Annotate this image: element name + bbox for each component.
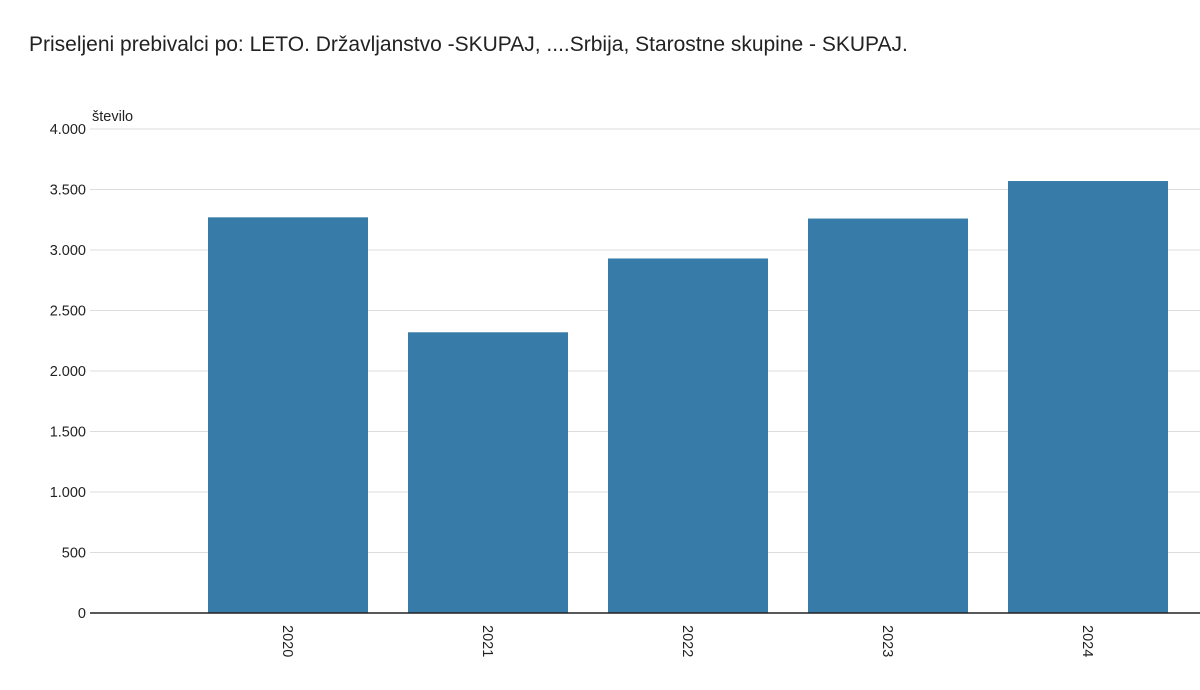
x-tick-label: 2024: [1079, 625, 1095, 657]
bar-2023[interactable]: [808, 218, 968, 614]
y-tick-label: 3.500: [50, 183, 86, 199]
bar-2024[interactable]: [1008, 181, 1168, 613]
y-tick-label: 4.000: [50, 122, 86, 138]
bar-2022[interactable]: [608, 258, 768, 613]
bars: [208, 181, 1168, 614]
bar-2021[interactable]: [408, 332, 568, 613]
y-tick-label: 2.000: [50, 364, 86, 380]
y-tick-label: 500: [62, 546, 86, 562]
x-tick-label: 2021: [479, 625, 495, 657]
y-tick-label: 1.500: [50, 425, 86, 441]
y-tick-label: 1.000: [50, 485, 86, 501]
chart-title: Priseljeni prebivalci po: LETO. Državlja…: [29, 33, 908, 56]
x-tick-label: 2022: [679, 625, 695, 657]
x-tick-label: 2023: [879, 625, 895, 657]
y-tick-label: 3.000: [50, 243, 86, 259]
bar-2020[interactable]: [208, 217, 368, 613]
y-axis-unit-label: število: [92, 109, 133, 125]
y-tick-label: 2.500: [50, 304, 86, 320]
axes: 0 500 1.000 1.500 2.000 2.500 3.000 3.500 4.000 2…: [50, 122, 1200, 657]
x-tick-label: 2020: [279, 625, 295, 657]
y-tick-label: 0: [78, 606, 86, 622]
